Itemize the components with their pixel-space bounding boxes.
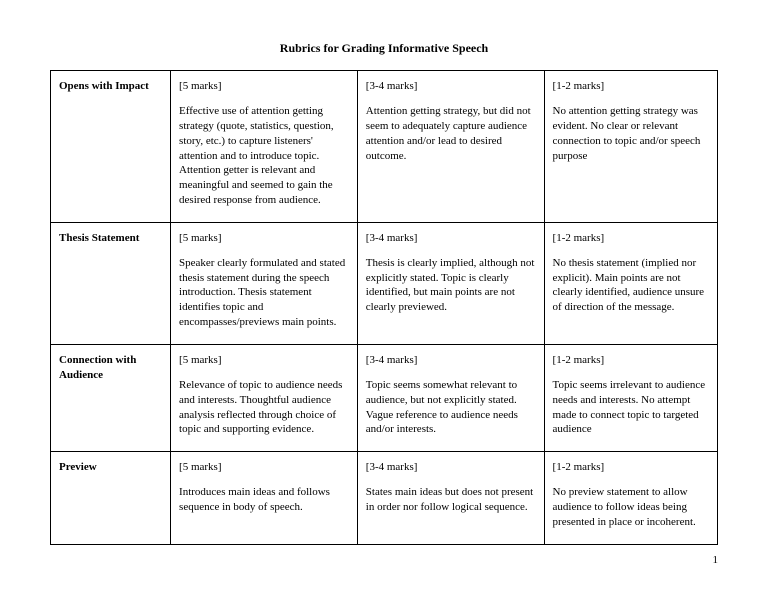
marks-label: [3-4 marks] [366,460,536,475]
cell-text: Topic seems irrelevant to audience needs… [553,378,709,437]
mid-cell: [3-4 marks] Thesis is clearly implied, a… [357,222,544,344]
criterion-cell: Thesis Statement [51,222,171,344]
marks-label: [5 marks] [179,79,349,94]
low-cell: [1-2 marks] No attention getting strateg… [544,71,717,223]
cell-text: Thesis is clearly implied, although not … [366,256,536,315]
document-title: Rubrics for Grading Informative Speech [50,40,718,56]
high-cell: [5 marks] Speaker clearly formulated and… [171,222,358,344]
cell-text: No preview statement to allow audience t… [553,485,709,530]
mid-cell: [3-4 marks] Attention getting strategy, … [357,71,544,223]
cell-text: Attention getting strategy, but did not … [366,104,536,163]
rubric-body: Opens with Impact [5 marks] Effective us… [51,71,718,544]
marks-label: [1-2 marks] [553,231,709,246]
marks-label: [3-4 marks] [366,231,536,246]
marks-label: [3-4 marks] [366,353,536,368]
page-number: 1 [50,553,718,568]
cell-text: No thesis statement (implied nor explici… [553,256,709,315]
high-cell: [5 marks] Effective use of attention get… [171,71,358,223]
cell-text: Speaker clearly formulated and stated th… [179,256,349,330]
low-cell: [1-2 marks] Topic seems irrelevant to au… [544,345,717,452]
low-cell: [1-2 marks] No preview statement to allo… [544,452,717,544]
high-cell: [5 marks] Relevance of topic to audience… [171,345,358,452]
cell-text: Effective use of attention getting strat… [179,104,349,208]
marks-label: [5 marks] [179,353,349,368]
cell-text: Relevance of topic to audience needs and… [179,378,349,437]
marks-label: [1-2 marks] [553,79,709,94]
criterion-cell: Connection with Audience [51,345,171,452]
marks-label: [1-2 marks] [553,353,709,368]
cell-text: No attention getting strategy was eviden… [553,104,709,163]
marks-label: [5 marks] [179,231,349,246]
cell-text: States main ideas but does not present i… [366,485,536,515]
low-cell: [1-2 marks] No thesis statement (implied… [544,222,717,344]
table-row: Thesis Statement [5 marks] Speaker clear… [51,222,718,344]
table-row: Connection with Audience [5 marks] Relev… [51,345,718,452]
cell-text: Topic seems somewhat relevant to audienc… [366,378,536,437]
marks-label: [5 marks] [179,460,349,475]
high-cell: [5 marks] Introduces main ideas and foll… [171,452,358,544]
cell-text: Introduces main ideas and follows sequen… [179,485,349,515]
rubric-table: Opens with Impact [5 marks] Effective us… [50,70,718,544]
table-row: Opens with Impact [5 marks] Effective us… [51,71,718,223]
marks-label: [3-4 marks] [366,79,536,94]
marks-label: [1-2 marks] [553,460,709,475]
table-row: Preview [5 marks] Introduces main ideas … [51,452,718,544]
mid-cell: [3-4 marks] Topic seems somewhat relevan… [357,345,544,452]
criterion-cell: Opens with Impact [51,71,171,223]
criterion-cell: Preview [51,452,171,544]
mid-cell: [3-4 marks] States main ideas but does n… [357,452,544,544]
